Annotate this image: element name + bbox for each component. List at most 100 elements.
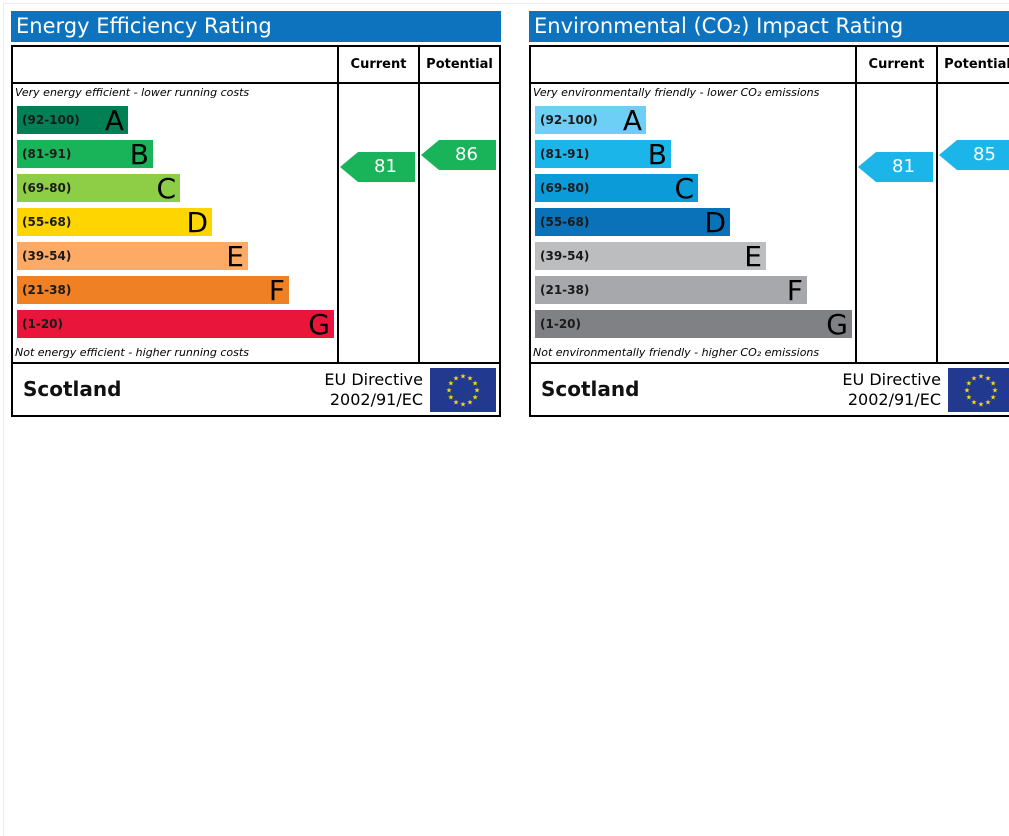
svg-text:★: ★ — [472, 380, 478, 388]
column-divider — [418, 47, 420, 362]
band-letter: B — [647, 138, 667, 171]
top-caption: Very energy efficient - lower running co… — [15, 86, 250, 99]
band-range: (55-68) — [22, 215, 72, 229]
band-letter: D — [186, 206, 208, 239]
band-letter: E — [226, 240, 244, 273]
energy-efficiency-panel: Energy Efficiency Rating Current Potenti… — [11, 11, 501, 417]
column-divider — [337, 47, 339, 362]
current-column-header: Current — [350, 57, 407, 72]
footer: Scotland EU Directive 2002/91/EC ★ ★ ★ ★ ★ ★ ★… — [529, 364, 1009, 417]
environmental-impact-chart: Current Potential Very environmentally f… — [529, 45, 1009, 364]
svg-text:★: ★ — [446, 387, 452, 395]
column-divider — [936, 47, 938, 362]
band-letter: C — [674, 172, 694, 205]
svg-text:★: ★ — [453, 374, 459, 382]
band-range: (1-20) — [22, 317, 63, 331]
band-letter: F — [786, 274, 803, 307]
svg-text:★: ★ — [992, 387, 998, 395]
svg-text:★: ★ — [990, 394, 996, 402]
directive-line1: EU Directive — [842, 370, 941, 389]
svg-text:★: ★ — [467, 399, 473, 407]
band-range: (39-54) — [22, 249, 72, 263]
band-a: (92-100) A — [17, 104, 128, 137]
potential-column-header: Potential — [426, 57, 493, 72]
svg-text:★: ★ — [985, 374, 991, 382]
footer: Scotland EU Directive 2002/91/EC ★ ★ ★ ★ ★ ★ ★… — [11, 364, 501, 417]
eu-flag-icon: ★ ★★★★★★★★★★★ — [430, 368, 496, 412]
eu-directive-label: EU Directive 2002/91/EC — [842, 370, 941, 410]
band-e: (39-54) E — [17, 240, 248, 273]
country-label: Scotland — [23, 377, 122, 401]
band-letter: A — [622, 104, 642, 137]
band-letter: C — [156, 172, 176, 205]
band-e: (39-54) E — [535, 240, 766, 273]
svg-text:★: ★ — [472, 394, 478, 402]
band-range: (21-38) — [540, 283, 590, 297]
svg-text:★: ★ — [453, 399, 459, 407]
current-rating-arrow: 81 — [340, 152, 415, 182]
band-range: (55-68) — [540, 215, 590, 229]
band-f: (21-38) F — [17, 274, 289, 307]
band-range: (69-80) — [540, 181, 590, 195]
band-letter: A — [104, 104, 124, 137]
header-divider — [531, 82, 1009, 84]
page-border — [3, 3, 1009, 836]
svg-text:★: ★ — [966, 380, 972, 388]
current-rating-arrow: 81 — [858, 152, 933, 182]
band-range: (92-100) — [540, 113, 598, 127]
bottom-caption: Not environmentally friendly - higher CO… — [533, 346, 820, 359]
band-g: (1-20) G — [17, 308, 334, 341]
band-b: (81-91) B — [17, 138, 153, 171]
band-d: (55-68) D — [535, 206, 730, 239]
current-column-header: Current — [868, 57, 925, 72]
eu-directive-label: EU Directive 2002/91/EC — [324, 370, 423, 410]
svg-text:★: ★ — [985, 399, 991, 407]
svg-text:★: ★ — [467, 374, 473, 382]
band-range: (69-80) — [22, 181, 72, 195]
svg-text:★: ★ — [990, 380, 996, 388]
header-divider — [13, 82, 499, 84]
svg-text:★: ★ — [474, 387, 480, 395]
band-range: (1-20) — [540, 317, 581, 331]
band-a: (92-100) A — [535, 104, 646, 137]
band-letter: B — [129, 138, 149, 171]
environmental-impact-panel: Environmental (CO₂) Impact Rating Curren… — [529, 11, 1009, 417]
bottom-caption: Not energy efficient - higher running co… — [15, 346, 249, 359]
band-letter: F — [268, 274, 285, 307]
svg-text:★: ★ — [978, 373, 984, 381]
svg-text:★: ★ — [971, 399, 977, 407]
band-letter: E — [744, 240, 762, 273]
directive-line2: 2002/91/EC — [847, 390, 941, 409]
svg-text:★: ★ — [448, 380, 454, 388]
band-range: (21-38) — [22, 283, 72, 297]
eu-flag-icon: ★ ★★★★★★★★★★★ — [948, 368, 1009, 412]
potential-rating-arrow: 85 — [939, 140, 1009, 170]
svg-text:★: ★ — [460, 373, 466, 381]
band-range: (92-100) — [22, 113, 80, 127]
band-letter: G — [826, 308, 848, 341]
band-range: (81-91) — [540, 147, 590, 161]
band-letter: G — [308, 308, 330, 341]
band-range: (81-91) — [22, 147, 72, 161]
band-f: (21-38) F — [535, 274, 807, 307]
band-letter: D — [704, 206, 726, 239]
svg-text:★: ★ — [964, 387, 970, 395]
band-g: (1-20) G — [535, 308, 852, 341]
band-c: (69-80) C — [535, 172, 698, 205]
svg-text:★: ★ — [966, 394, 972, 402]
svg-text:★: ★ — [448, 394, 454, 402]
country-label: Scotland — [541, 377, 640, 401]
band-range: (39-54) — [540, 249, 590, 263]
directive-line2: 2002/91/EC — [329, 390, 423, 409]
environmental-impact-title: Environmental (CO₂) Impact Rating — [529, 11, 1009, 42]
svg-text:★: ★ — [460, 401, 466, 409]
svg-text:★: ★ — [978, 401, 984, 409]
energy-efficiency-title: Energy Efficiency Rating — [11, 11, 501, 42]
band-b: (81-91) B — [535, 138, 671, 171]
directive-line1: EU Directive — [324, 370, 423, 389]
column-divider — [855, 47, 857, 362]
energy-efficiency-chart: Current Potential Very energy efficient … — [11, 45, 501, 364]
top-caption: Very environmentally friendly - lower CO… — [533, 86, 820, 99]
band-c: (69-80) C — [17, 172, 180, 205]
band-d: (55-68) D — [17, 206, 212, 239]
